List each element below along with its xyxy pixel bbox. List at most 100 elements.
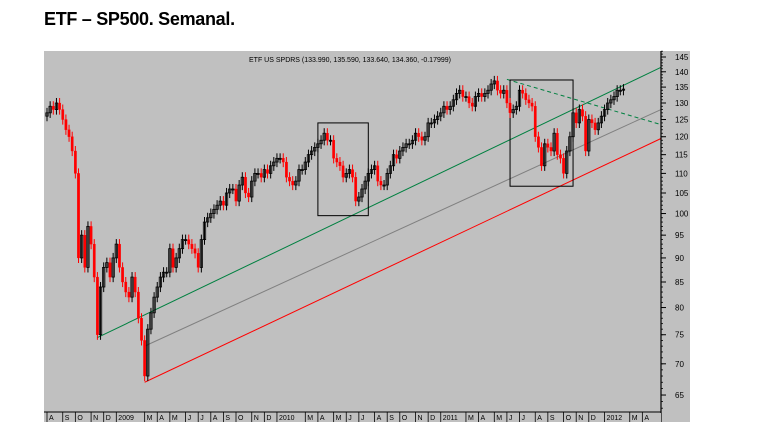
x-tick-label: S	[225, 415, 230, 422]
candle-body	[376, 165, 380, 182]
y-tick-label: 125	[675, 116, 689, 125]
chart-title: ETF US SPDRS (133.990, 135.590, 133.640,…	[249, 57, 451, 64]
x-tick-label: D	[430, 415, 435, 422]
candle-body	[360, 188, 364, 198]
candle-body	[467, 96, 471, 104]
x-tick-label: D	[591, 415, 596, 422]
candle-body	[196, 253, 200, 268]
candle-body	[224, 192, 229, 206]
chart-background	[44, 51, 690, 422]
candle-body	[398, 150, 402, 159]
candle-body	[187, 239, 191, 245]
candle-body	[143, 340, 146, 377]
x-tick-label: J	[348, 415, 352, 422]
candle-body	[530, 102, 534, 107]
candle-body	[118, 243, 121, 268]
candle-body	[80, 234, 84, 259]
candle-body	[533, 106, 537, 137]
candle-body	[155, 286, 159, 298]
y-tick-label: 80	[675, 304, 684, 313]
candle-body	[285, 161, 288, 178]
candle-body	[335, 158, 339, 163]
candle-body	[527, 99, 531, 104]
candle-body	[165, 271, 169, 274]
x-tick-label: O	[238, 415, 244, 422]
candle-body	[562, 158, 565, 174]
candle-body	[599, 115, 604, 124]
candle-body	[133, 276, 137, 293]
candle-body	[537, 136, 540, 148]
x-tick-label: M	[468, 415, 474, 422]
candle-body	[51, 106, 55, 110]
y-tick-label: 70	[675, 360, 684, 369]
x-tick-label: 2010	[279, 415, 295, 422]
candle-body	[209, 213, 213, 219]
candle-body	[281, 158, 285, 163]
candle-body	[193, 248, 197, 254]
candle-body	[454, 92, 459, 101]
candle-body	[86, 225, 90, 268]
x-tick-label: J	[509, 415, 513, 422]
x-tick-label: M	[336, 415, 342, 422]
candle-body	[272, 161, 276, 167]
candle-body	[369, 169, 374, 174]
candle-body	[476, 92, 481, 97]
candle-body	[74, 150, 77, 174]
candle-body	[344, 172, 348, 178]
x-tick-label: J	[361, 415, 365, 422]
x-tick-label: A	[159, 415, 164, 422]
x-tick-label: M	[632, 415, 638, 422]
candle-body	[602, 109, 607, 117]
candle-body	[480, 93, 484, 97]
candle-body	[618, 89, 622, 92]
y-tick-label: 145	[675, 53, 689, 62]
candle-body	[492, 80, 496, 85]
candle-body	[546, 143, 550, 148]
y-tick-label: 135	[675, 83, 689, 92]
candle-body	[615, 89, 619, 97]
candle-body	[105, 262, 109, 268]
candle-body	[587, 119, 591, 152]
x-tick-label: 2012	[607, 415, 623, 422]
x-tick-label: M	[496, 415, 502, 422]
candle-body	[505, 90, 509, 104]
candle-body	[313, 146, 317, 152]
candle-body	[590, 119, 594, 124]
candle-body	[89, 226, 93, 245]
candle-body	[67, 129, 71, 137]
x-tick-label: S	[550, 415, 555, 422]
candle-body	[152, 296, 156, 314]
x-tick-label: A	[481, 415, 486, 422]
candle-body	[388, 165, 392, 174]
y-tick-label: 120	[675, 133, 689, 142]
candle-body	[98, 286, 103, 336]
candle-body	[259, 173, 263, 178]
x-tick-label: J	[200, 415, 204, 422]
candle-body	[45, 112, 49, 117]
candle-body	[420, 136, 424, 141]
x-tick-label: J	[188, 415, 192, 422]
candle-body	[121, 267, 124, 283]
candle-body	[54, 102, 59, 110]
candle-body	[382, 184, 386, 187]
x-tick-label: N	[93, 415, 98, 422]
candle-body	[108, 262, 112, 278]
candle-body	[136, 291, 140, 319]
y-tick-label: 110	[675, 169, 688, 178]
x-axis-strip	[44, 413, 661, 422]
candle-body	[309, 150, 314, 156]
candle-body	[96, 276, 99, 335]
x-tick-label: O	[402, 415, 408, 422]
candle-body	[407, 143, 411, 146]
candle-body	[237, 184, 241, 202]
x-tick-label: A	[377, 415, 382, 422]
candle-body	[423, 136, 427, 141]
candle-body	[451, 99, 455, 107]
candle-body	[253, 172, 257, 182]
candle-body	[499, 90, 502, 94]
candle-body	[379, 180, 383, 186]
candle-body	[206, 217, 210, 223]
candle-body	[58, 102, 61, 110]
candle-body	[130, 276, 134, 298]
